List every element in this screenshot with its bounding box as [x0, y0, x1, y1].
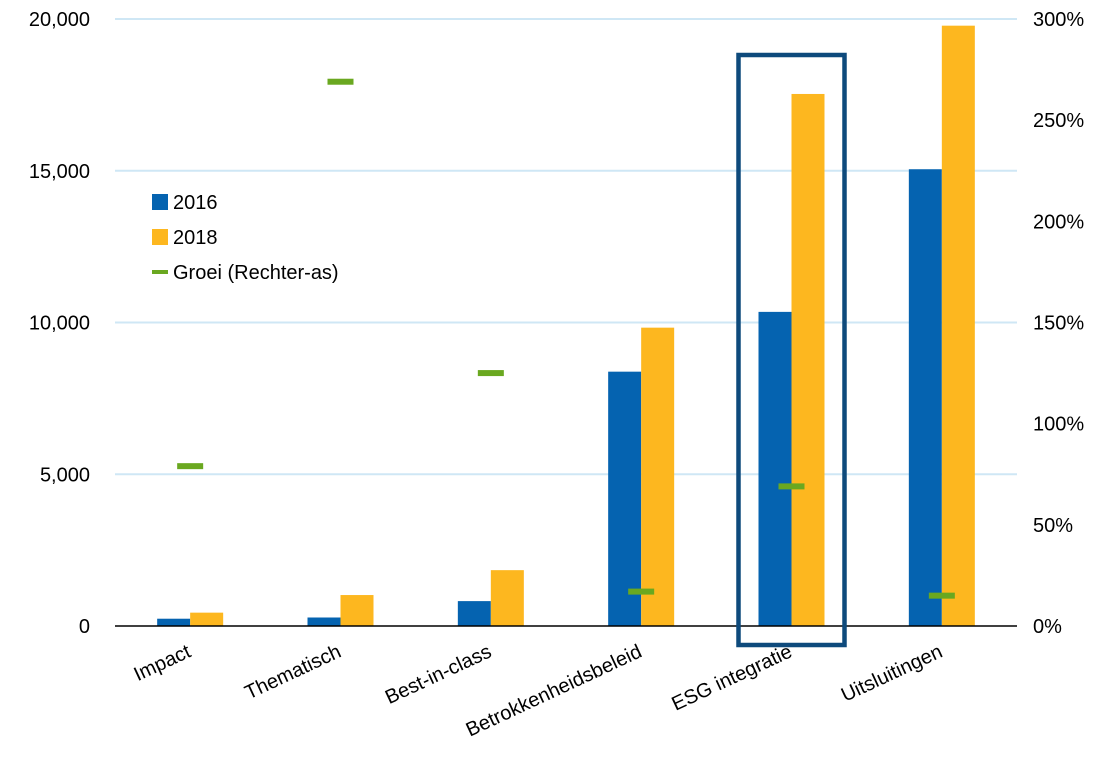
right-tick-label: 250% — [1033, 110, 1084, 132]
bar-2018-uitsluitingen — [941, 25, 975, 626]
legend-swatch — [152, 229, 168, 245]
right-axis-ticks: 0% 50% 100% 150% 200% 250% 300% — [1033, 9, 1084, 638]
growth-marker-impact — [177, 463, 204, 470]
left-tick-label: 5,000 — [40, 464, 90, 486]
bar-2018-thematisch — [340, 595, 374, 626]
category-label: Uitsluitingen — [838, 641, 946, 707]
left-tick-label: 10,000 — [29, 313, 90, 335]
legend-swatch — [152, 270, 168, 274]
bar-2016-esg-integratie — [758, 311, 792, 626]
bar-2016-best-in-class — [457, 601, 491, 626]
bar-2018-impact — [190, 612, 224, 626]
right-tick-label: 0% — [1033, 616, 1062, 638]
bar-2016-uitsluitingen — [908, 169, 942, 627]
gridlines — [115, 18, 1017, 476]
category-label: Thematisch — [242, 641, 345, 705]
legend-label: 2016 — [173, 192, 218, 214]
left-axis-ticks: 0 5,000 10,000 15,000 20,000 — [29, 9, 90, 638]
right-tick-label: 50% — [1033, 515, 1073, 537]
category-label: Best-in-class — [382, 641, 495, 709]
bar-2018-best-in-class — [490, 570, 524, 626]
bar-2018-betrokkenheidsbeleid — [641, 327, 675, 626]
legend-label: Groei (Rechter-as) — [173, 262, 339, 284]
right-tick-label: 200% — [1033, 211, 1084, 233]
bars — [115, 25, 1017, 627]
category-label: Impact — [131, 640, 195, 685]
left-tick-label: 15,000 — [29, 161, 90, 183]
legend-label: 2018 — [173, 227, 218, 249]
legend: 2016 2018 Groei (Rechter-as) — [152, 192, 339, 284]
left-tick-label: 20,000 — [29, 9, 90, 31]
growth-marker-esg-integratie — [778, 483, 805, 490]
growth-markers — [177, 78, 955, 599]
bar-2016-thematisch — [307, 617, 341, 626]
category-labels: Impact Thematisch Best-in-classBetrokkenhe… — [131, 640, 946, 741]
right-tick-label: 100% — [1033, 414, 1084, 436]
left-tick-label: 0 — [79, 616, 90, 638]
right-tick-label: 150% — [1033, 313, 1084, 335]
legend-swatch — [152, 194, 168, 210]
highlight-rect — [736, 52, 847, 648]
bar-2016-impact — [157, 618, 191, 626]
bar-2016-betrokkenheidsbeleid — [608, 371, 642, 626]
growth-marker-betrokkenheidsbeleid — [628, 588, 655, 595]
growth-marker-best-in-class — [477, 370, 504, 377]
growth-marker-thematisch — [327, 78, 354, 85]
right-tick-label: 300% — [1033, 9, 1084, 31]
growth-marker-uitsluitingen — [928, 592, 955, 599]
bar-2018-esg-integratie — [791, 93, 825, 627]
category-label: ESG integratie — [668, 641, 795, 716]
highlight-box — [736, 52, 847, 648]
